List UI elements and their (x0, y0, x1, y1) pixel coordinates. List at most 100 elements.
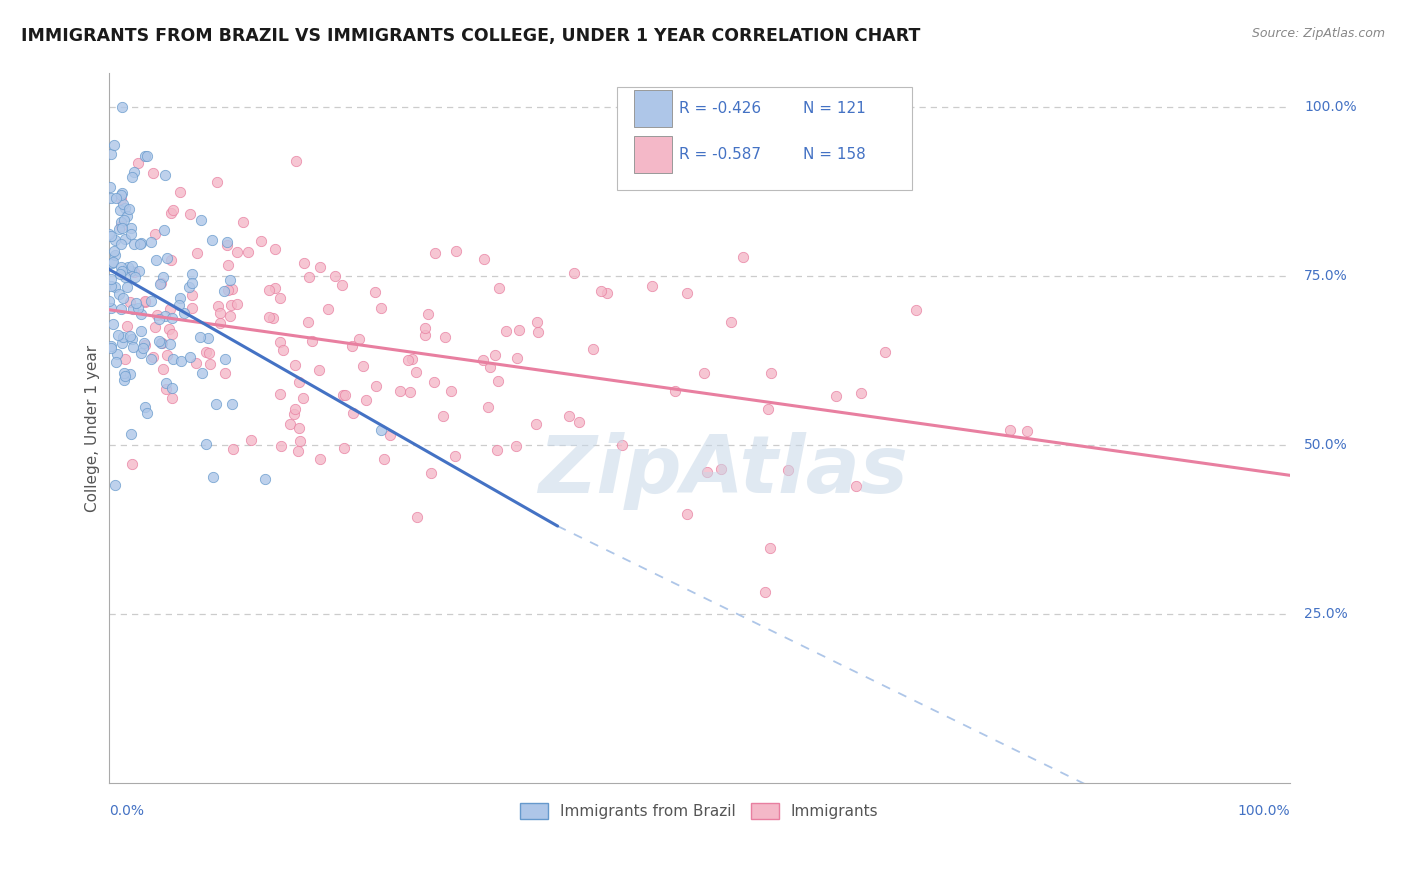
Point (128, 263, 150, 277)
Point (370, 301, 392, 315)
Point (484, 348, 506, 362)
Point (131, 307, 153, 321)
Text: 0.0%: 0.0% (108, 805, 143, 818)
Point (284, 358, 307, 372)
Point (693, 367, 716, 381)
Point (485, 443, 508, 458)
Point (124, 269, 146, 284)
Point (232, 215, 254, 229)
Point (212, 284, 235, 298)
Point (640, 279, 662, 293)
Point (219, 273, 242, 287)
Point (219, 298, 242, 312)
Point (148, 312, 170, 326)
Point (121, 332, 143, 346)
Point (754, 584, 776, 599)
Point (364, 285, 387, 299)
Point (179, 350, 201, 364)
Point (141, 235, 163, 250)
Point (347, 332, 370, 346)
Point (129, 324, 152, 338)
Point (112, 373, 135, 387)
Point (309, 260, 332, 274)
Point (114, 369, 136, 384)
Point (112, 197, 135, 211)
Point (472, 252, 495, 266)
Point (160, 381, 183, 395)
Point (309, 451, 332, 466)
Point (696, 466, 718, 480)
Point (104, 233, 127, 247)
Point (107, 327, 129, 342)
Point (134, 337, 156, 351)
Point (198, 357, 221, 371)
Point (148, 334, 170, 348)
Point (149, 276, 172, 290)
Point (378, 427, 401, 442)
Point (134, 149, 156, 163)
Point (152, 223, 174, 237)
Point (121, 340, 143, 354)
Point (100, 229, 122, 244)
Point (100, 301, 122, 315)
Point (298, 270, 321, 285)
Point (262, 310, 284, 325)
Text: N = 158: N = 158 (803, 147, 866, 162)
Point (596, 286, 619, 301)
Point (110, 267, 132, 281)
Point (104, 191, 127, 205)
Point (110, 215, 132, 229)
Point (114, 232, 136, 246)
Point (98, 180, 121, 194)
Point (121, 169, 143, 184)
Point (524, 417, 547, 431)
Point (170, 354, 193, 368)
Point (194, 437, 217, 451)
Point (118, 202, 141, 216)
Point (218, 309, 240, 323)
Point (330, 278, 353, 293)
Point (190, 212, 212, 227)
Point (173, 306, 195, 320)
Point (284, 401, 307, 416)
Point (589, 284, 612, 298)
Text: IMMIGRANTS FROM BRAZIL VS IMMIGRANTS COLLEGE, UNDER 1 YEAR CORRELATION CHART: IMMIGRANTS FROM BRAZIL VS IMMIGRANTS COL… (21, 27, 921, 45)
Point (120, 221, 142, 235)
Point (104, 248, 127, 262)
Point (181, 288, 204, 302)
Point (308, 363, 330, 377)
Point (108, 203, 131, 218)
Point (149, 336, 172, 351)
Point (675, 286, 697, 301)
Point (370, 423, 392, 437)
Point (413, 328, 436, 343)
Point (301, 334, 323, 348)
Point (142, 351, 165, 365)
Point (132, 341, 155, 355)
Point (297, 315, 319, 329)
Point (155, 309, 177, 323)
Point (117, 318, 139, 333)
Point (155, 347, 177, 361)
Point (285, 153, 308, 168)
Point (759, 367, 782, 381)
Point (186, 356, 208, 370)
Point (342, 406, 364, 420)
Point (114, 201, 136, 215)
Point (134, 295, 156, 310)
Text: 75.0%: 75.0% (1305, 268, 1348, 283)
Point (240, 433, 263, 447)
Point (190, 367, 212, 381)
Point (134, 293, 156, 308)
Point (288, 376, 311, 390)
Point (287, 444, 309, 458)
Point (132, 335, 155, 350)
Point (201, 233, 224, 247)
Point (122, 236, 145, 251)
Point (139, 351, 162, 366)
Point (105, 347, 128, 361)
Point (112, 366, 135, 380)
Point (332, 388, 354, 402)
Point (122, 165, 145, 179)
Point (271, 343, 294, 357)
